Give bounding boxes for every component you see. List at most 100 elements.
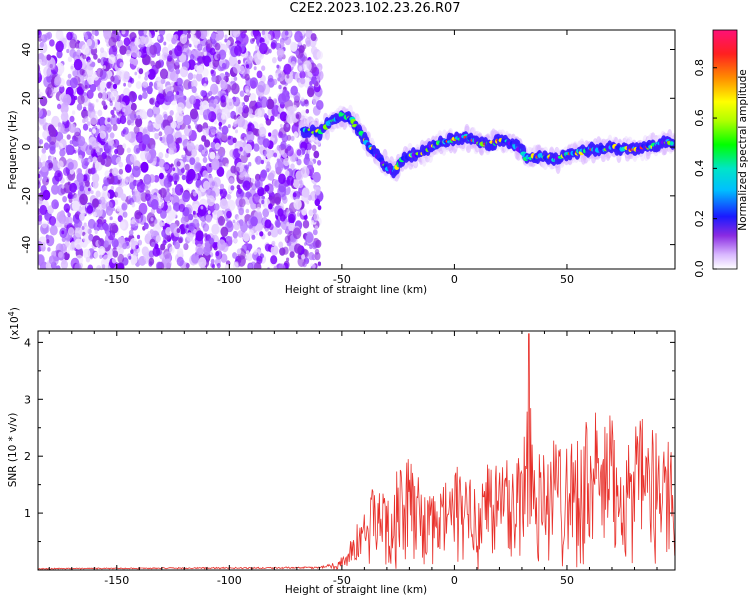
noise-blob [271, 129, 279, 139]
noise-blob [112, 207, 116, 212]
noise-blob [48, 216, 57, 226]
y-tick-label: 2 [24, 450, 31, 463]
noise-blob [130, 249, 134, 255]
noise-blob [49, 224, 58, 236]
noise-blob [49, 39, 55, 47]
noise-blob [91, 30, 96, 35]
noise-blob [202, 127, 210, 137]
noise-blob [266, 161, 271, 167]
noise-blob [160, 209, 167, 219]
noise-blob [115, 31, 122, 40]
noise-blob [57, 160, 64, 169]
noise-blob [195, 72, 203, 82]
noise-blob [225, 71, 229, 76]
noise-blob [128, 255, 132, 260]
noise-blob [101, 151, 107, 160]
noise-blob [253, 143, 260, 152]
noise-blob [150, 199, 159, 210]
noise-blob [38, 107, 43, 118]
noise-blob [155, 114, 164, 125]
noise-blob [158, 152, 164, 159]
noise-blob [197, 204, 207, 217]
noise-blob [38, 106, 40, 113]
noise-blob [248, 108, 253, 115]
snr-panel: -150 -100 -50 0 50 1 2 3 4 Height of straight li… [7, 307, 676, 596]
noise-blob [270, 245, 279, 256]
noise-blob [242, 180, 251, 191]
noise-blob [38, 101, 40, 106]
noise-blob [42, 176, 48, 182]
noise-blob [154, 132, 158, 137]
noise-blob [38, 30, 39, 33]
noise-blob [209, 47, 216, 56]
noise-blob [210, 69, 214, 75]
noise-blob [186, 33, 191, 39]
noise-blob [99, 81, 107, 90]
noise-blob [313, 150, 320, 159]
noise-blob [264, 243, 271, 252]
noise-blob [191, 30, 196, 35]
noise-blob [232, 30, 241, 38]
noise-blob [150, 208, 156, 215]
noise-blob [119, 221, 126, 230]
noise-blob [300, 166, 310, 178]
noise-blob [104, 192, 111, 200]
noise-blob [87, 187, 91, 192]
noise-blob [79, 185, 85, 192]
noise-blob [179, 187, 184, 193]
noise-blob [103, 30, 112, 40]
noise-blob [31, 62, 35, 67]
noise-blob [276, 47, 285, 58]
noise-blob [264, 219, 272, 229]
noise-blob [231, 83, 240, 95]
noise-blob [55, 142, 59, 148]
noise-blob [238, 198, 246, 208]
noise-blob [76, 86, 83, 95]
noise-blob [198, 257, 207, 268]
noise-blob [62, 94, 72, 106]
noise-blob [202, 122, 209, 130]
noise-blob [83, 184, 92, 195]
noise-blob [85, 256, 91, 263]
noise-blob [144, 75, 149, 81]
noise-blob [175, 186, 179, 191]
noise-blob [273, 152, 278, 158]
noise-blob [284, 170, 290, 177]
noise-blob [171, 81, 174, 86]
noise-blob [41, 221, 48, 229]
noise-blob [217, 215, 226, 226]
noise-blob [174, 45, 183, 57]
noise-blob [280, 140, 287, 150]
noise-blob [105, 201, 113, 211]
noise-blob [286, 74, 290, 79]
noise-blob [138, 202, 148, 215]
noise-blob [55, 265, 61, 269]
noise-blob [197, 55, 204, 64]
noise-blob [121, 30, 126, 35]
noise-blob [106, 231, 111, 237]
noise-blob [300, 96, 305, 102]
noise-blob [135, 131, 145, 144]
noise-blob [66, 48, 70, 54]
noise-blob [143, 222, 147, 227]
noise-blob [173, 34, 179, 40]
noise-blob [203, 51, 207, 56]
noise-blob [101, 264, 106, 269]
noise-blob [108, 36, 117, 48]
noise-blob [135, 244, 139, 250]
noise-blob [288, 213, 296, 224]
noise-blob [267, 174, 271, 181]
snr-xlabel: Height of straight line (km) [285, 584, 427, 596]
noise-blob [192, 191, 197, 197]
noise-blob [107, 137, 114, 146]
noise-blob [296, 212, 301, 217]
noise-blob [47, 247, 51, 252]
noise-blob [155, 30, 158, 33]
noise-blob [164, 163, 170, 170]
noise-blob [153, 175, 160, 183]
noise-blob [142, 134, 151, 145]
noise-blob [131, 246, 139, 257]
noise-blob [178, 203, 186, 213]
noise-blob [127, 113, 135, 124]
